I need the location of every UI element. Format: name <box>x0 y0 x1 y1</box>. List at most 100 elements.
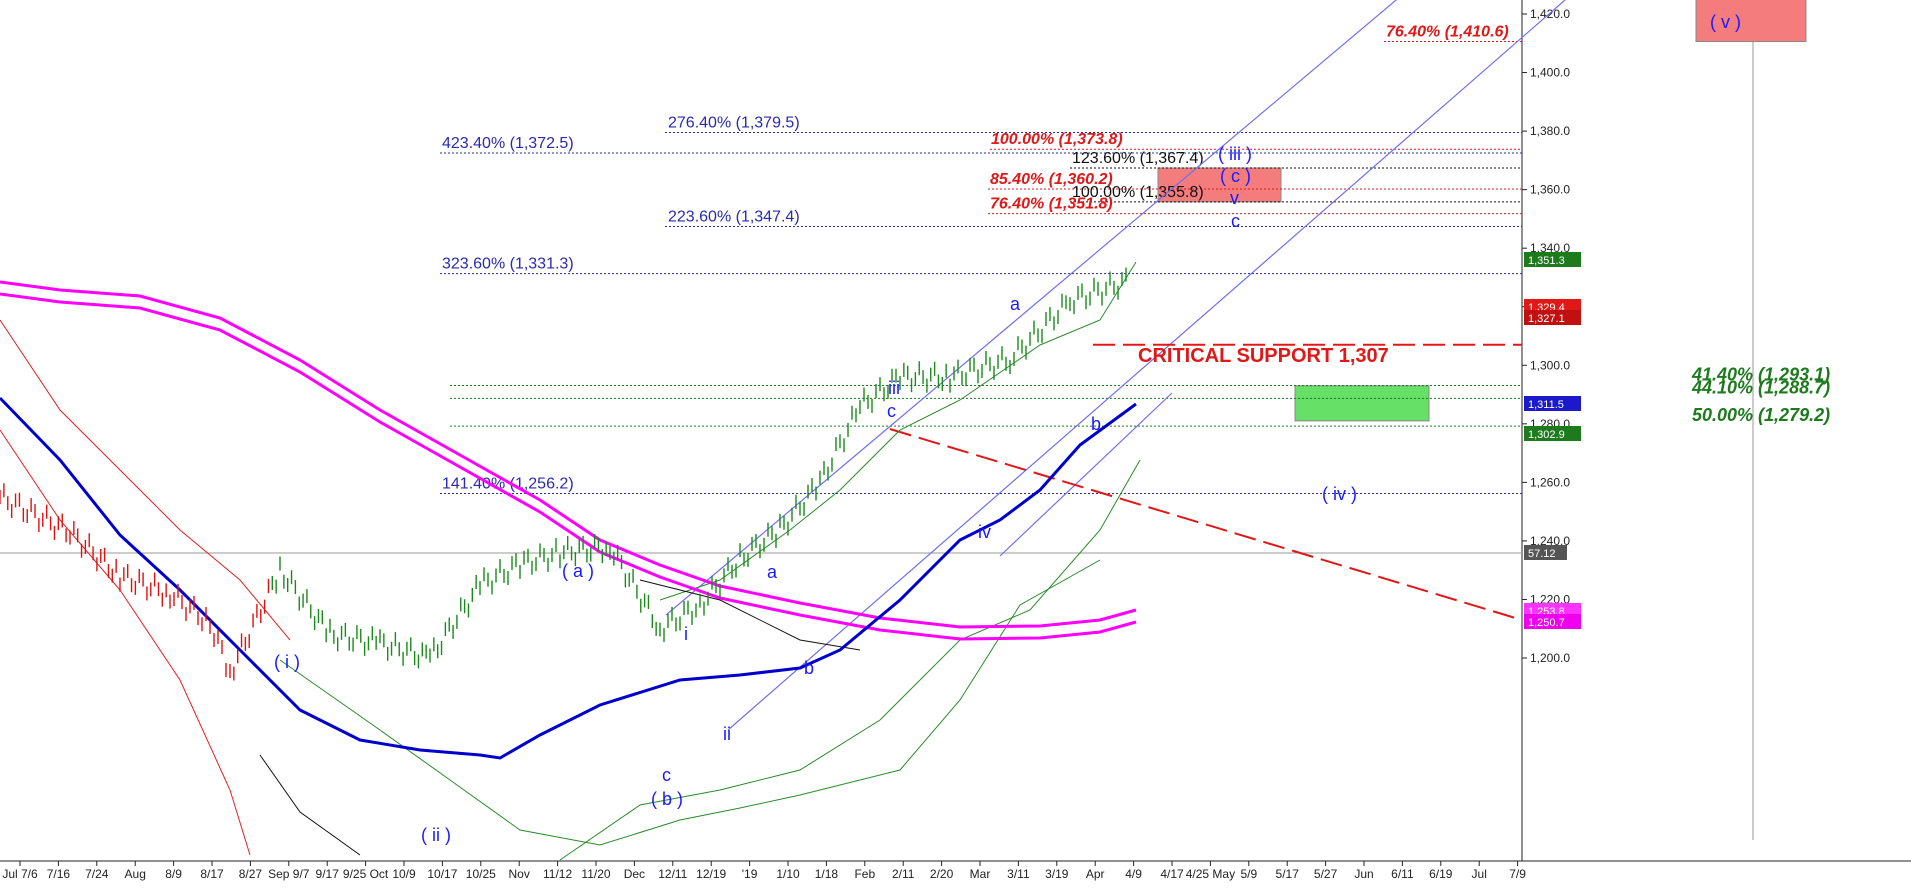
x-tick-label: 1/10 <box>776 867 800 881</box>
critical-support-label: CRITICAL SUPPORT 1,307 <box>1138 345 1389 367</box>
wave-label-c-mid: c <box>887 401 896 421</box>
x-tick-label: Nov <box>509 867 530 881</box>
x-tick-label: 5/9 <box>1240 867 1257 881</box>
wave-label-a-small: a <box>767 562 778 582</box>
fib-level-label: 76.40% (1,351.8) <box>990 196 1113 213</box>
x-tick-label: 2/11 <box>892 867 915 881</box>
wave-label-c-paren: ( c ) <box>1220 166 1251 186</box>
x-tick-label: 9/25 Oct <box>343 867 389 881</box>
envelope-green-bottom <box>279 559 1101 846</box>
wave-label-ii: ii <box>723 724 731 744</box>
wave-label-b-paren: ( b ) <box>651 789 683 809</box>
x-tick-label: 5/27 <box>1314 867 1338 881</box>
envelope-black-lower <box>259 754 361 856</box>
x-tick-label: 7/9 <box>1509 867 1526 881</box>
x-tick-label: 9/17 <box>316 867 340 881</box>
x-tick-label: 6/11 <box>1391 867 1414 881</box>
x-tick-label: 3/19 <box>1045 867 1069 881</box>
wave-label-iii: iii <box>888 378 900 398</box>
x-tick-label: Aug <box>125 867 146 881</box>
price-badge <box>1524 396 1581 411</box>
envelope-green-lower <box>559 459 1141 861</box>
ma-magenta-lower <box>0 292 1137 641</box>
x-tick-label: Feb <box>854 867 875 881</box>
x-tick-label: Apr <box>1086 867 1105 881</box>
wave-label-b-mid: b <box>804 658 814 678</box>
x-tick-label: 10/25 <box>466 867 496 881</box>
wave-label-i: i <box>684 624 688 644</box>
wave-label-a-top: a <box>1010 294 1021 314</box>
wave-label-a-paren: ( a ) <box>562 561 594 581</box>
x-tick-label: Sep 9/7 <box>268 867 310 881</box>
x-tick-label: 7/24 <box>85 867 109 881</box>
price-badge-label: 1,311.5 <box>1528 399 1564 411</box>
x-tick-label: 11/20 <box>581 867 610 881</box>
fib-level-label: 276.40% (1,379.5) <box>668 115 800 132</box>
wave-label-ii-paren: ( ii ) <box>421 825 451 845</box>
x-tick-label: 4/25 May <box>1186 867 1235 881</box>
price-badge <box>1524 545 1567 560</box>
x-tick-label: 8/9 <box>165 867 182 881</box>
fib-level-label: 423.40% (1,372.5) <box>442 135 574 152</box>
x-tick-label: 5/17 <box>1276 867 1300 881</box>
ma-magenta-upper <box>0 280 1137 629</box>
y-tick-label: 1,260.0 <box>1530 475 1570 489</box>
x-tick-label: 1/18 <box>815 867 839 881</box>
price-badge <box>1524 426 1581 441</box>
price-badge <box>1524 252 1581 267</box>
y-tick-label: 1,220.0 <box>1530 592 1570 606</box>
fib-level-label: 100.00% (1,373.8) <box>991 131 1123 148</box>
y-tick-label: 1,420.0 <box>1530 7 1570 21</box>
target-box <box>1695 0 1807 43</box>
x-tick-label: 10/9 <box>392 867 416 881</box>
x-tick-label: 4/9 <box>1125 867 1142 881</box>
envelope-red-lower <box>0 429 251 856</box>
fib-level-label: 100.00% (1,355.8) <box>1072 184 1204 201</box>
x-tick-label: 6/19 <box>1429 867 1453 881</box>
x-tick-label: '19 <box>742 867 758 881</box>
x-tick-label: 3/11 <box>1007 867 1030 881</box>
x-tick-label: 7/16 <box>47 867 71 881</box>
price-badge-label: 57.12 <box>1528 548 1556 560</box>
wave-label-c-low: c <box>662 765 671 785</box>
x-tick-label: 4/17 <box>1160 867 1184 881</box>
x-tick-label: Jul <box>1472 867 1487 881</box>
x-tick-label: Jul 7/6 <box>2 867 38 881</box>
wave-label-v-paren: ( v ) <box>1710 12 1741 32</box>
price-badge-label: 1,302.9 <box>1528 429 1565 441</box>
wave-label-b-right: b <box>1091 414 1101 434</box>
wave-label-iv-paren: ( iv ) <box>1322 484 1357 504</box>
y-tick-label: 1,300.0 <box>1530 358 1570 372</box>
fib-level-label: 323.60% (1,331.3) <box>442 256 574 273</box>
x-tick-label: 8/17 <box>200 867 224 881</box>
wave-labels: ( v ) ( iii ) ( c ) v c a iii c b iv ( i… <box>274 12 1741 845</box>
x-tick-label: Dec <box>624 867 645 881</box>
y-tick-label: 1,400.0 <box>1530 66 1570 80</box>
envelope-red-upper <box>0 319 291 641</box>
y-tick-label: 1,340.0 <box>1530 241 1570 255</box>
fib-level-label: 50.00% (1,279.2) <box>1692 405 1830 425</box>
channel-upper-line <box>665 0 1398 616</box>
wave-label-iv: iv <box>978 522 991 542</box>
price-badge-label: 1,351.3 <box>1528 255 1565 267</box>
x-tick-label: 12/19 <box>696 867 726 881</box>
x-tick-label: 2/20 <box>930 867 954 881</box>
x-tick-label: Mar <box>970 867 991 881</box>
envelope-black-mid <box>639 579 861 651</box>
price-badge <box>1524 310 1581 325</box>
channel-lower-line <box>727 0 1566 731</box>
wave-label-iii-paren: ( iii ) <box>1218 144 1252 164</box>
y-tick-label: 1,360.0 <box>1530 183 1570 197</box>
price-badge-label: 1,250.7 <box>1528 617 1565 629</box>
fib-level-label: 85.40% (1,360.2) <box>990 171 1113 188</box>
fib-level-label: 41.40% (1,293.1) <box>1691 364 1830 384</box>
channel-mid-line <box>999 392 1173 557</box>
fib-level-label: 76.40% (1,410.6) <box>1386 24 1509 41</box>
target-box <box>1294 385 1430 422</box>
x-tick-label: 8/27 <box>239 867 263 881</box>
fib-level-label: 141.40% (1,256.2) <box>442 475 574 492</box>
price-badge-label: 1,327.1 <box>1528 313 1565 325</box>
